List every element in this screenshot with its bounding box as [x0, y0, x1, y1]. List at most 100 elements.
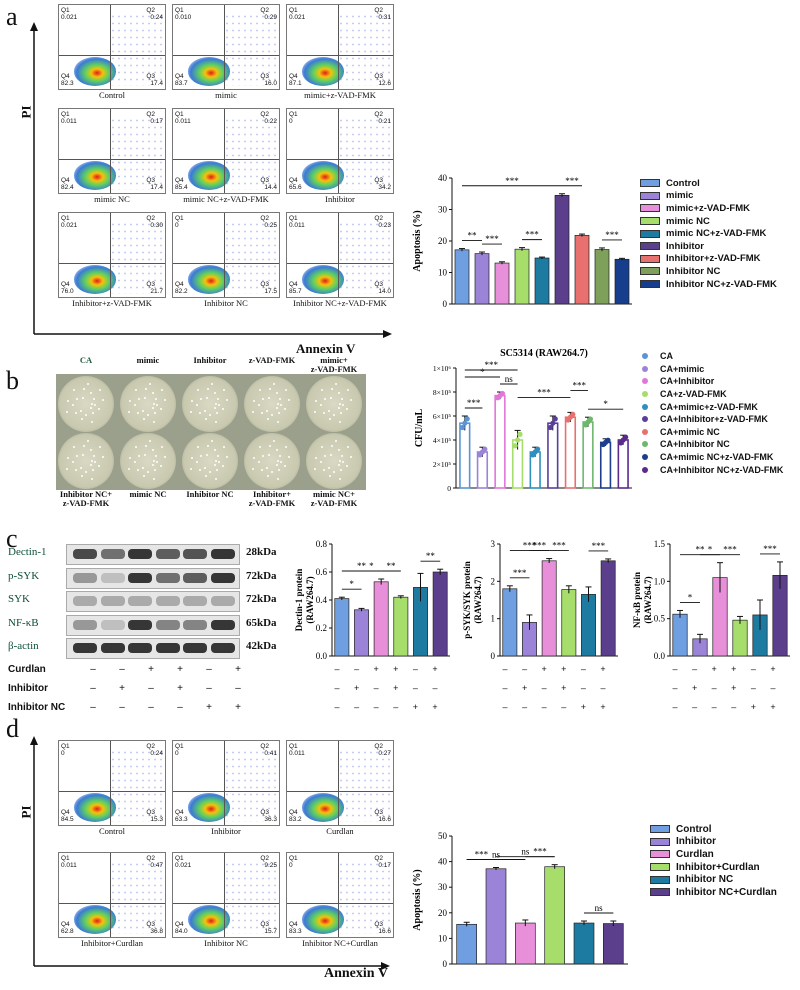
- colony: [272, 383, 275, 386]
- significance-label: *: [708, 545, 713, 555]
- colony: [93, 404, 96, 407]
- quadrant-q4-label: Q4: [61, 809, 70, 816]
- colony: [197, 389, 200, 392]
- blot-band: [100, 619, 125, 630]
- legend-swatch: [640, 254, 660, 263]
- chart-condition-sign: –: [711, 702, 717, 712]
- blot-protein-name: SYK: [8, 593, 31, 605]
- legend-label: CA+Inhibitor NC+z-VAD-FMK: [660, 464, 784, 475]
- quadrant-q1-value: 0.011: [289, 750, 305, 757]
- bar: [573, 922, 595, 965]
- flow-gate-horizontal: [287, 791, 393, 793]
- y-tick-label: 4×10⁵: [433, 436, 451, 445]
- quadrant-q1-label: Q1: [61, 215, 70, 222]
- y-tick-label: 0: [447, 484, 451, 493]
- flow-plot-caption: Inhibitor+z-VAD-FMK: [72, 298, 152, 308]
- culture-plate: [182, 433, 238, 489]
- significance-label: ***: [505, 176, 519, 186]
- y-tick-label: 0.0: [316, 651, 328, 661]
- condition-name: Curdlan: [8, 664, 46, 675]
- colony: [266, 418, 269, 421]
- colony: [151, 406, 154, 409]
- colony: [346, 464, 349, 467]
- colony: [191, 399, 194, 402]
- colony: [266, 409, 269, 412]
- colony: [143, 453, 146, 456]
- quadrant-q2-value: 0.17: [378, 862, 391, 869]
- quadrant-q3-value: 17.5: [264, 288, 277, 295]
- quadrant-q2-value: 0.30: [150, 222, 163, 229]
- bar: [515, 922, 536, 965]
- quadrant-q2-value: 9.25: [264, 862, 277, 869]
- colony: [225, 456, 228, 459]
- legend-swatch: [642, 365, 648, 372]
- colony: [208, 470, 211, 473]
- blot-kda-label: 28kDa: [246, 546, 277, 558]
- quadrant-q1-label: Q1: [175, 7, 184, 14]
- colony: [200, 398, 203, 400]
- data-point: [550, 420, 556, 426]
- colony: [262, 455, 265, 457]
- colony: [72, 460, 74, 463]
- flow-gate-vertical: [109, 109, 111, 193]
- colony: [138, 398, 141, 400]
- colony: [259, 389, 262, 392]
- condition-sign: –: [177, 702, 183, 713]
- quadrant-q2-label: Q2: [260, 111, 269, 118]
- colony: [223, 388, 226, 391]
- bar: [476, 451, 489, 489]
- colony: [315, 399, 318, 402]
- legend-item: Inhibitor+z-VAD-FMK: [640, 253, 777, 266]
- colony: [90, 392, 93, 395]
- condition-name: Inhibitor: [8, 683, 48, 694]
- significance-label: ***: [533, 847, 547, 857]
- colony: [90, 449, 93, 452]
- y-axis-label: Dectin-1 protein(RAW264.7): [294, 569, 315, 632]
- legend-label: CA+Inhibitor+z-VAD-FMK: [660, 414, 768, 425]
- quadrant-q1-label: Q1: [175, 855, 184, 862]
- quadrant-q4-value: 83.7: [175, 80, 188, 87]
- colony: [83, 445, 86, 448]
- bar: [454, 249, 470, 305]
- condition-sign: +: [206, 702, 212, 713]
- colony: [142, 466, 145, 469]
- blot-strip: [66, 567, 240, 589]
- colony: [313, 411, 316, 414]
- condition-name: Inhibitor NC: [8, 702, 66, 713]
- flow-gate-vertical: [337, 741, 339, 825]
- flow-scatter: [109, 13, 163, 86]
- colony: [320, 460, 322, 463]
- colony: [214, 478, 217, 481]
- quadrant-q4-label: Q4: [289, 809, 298, 816]
- colony: [91, 468, 94, 471]
- significance-label: ***: [523, 541, 537, 551]
- flow-density-cloud: [187, 905, 231, 934]
- significance-label: ***: [572, 380, 586, 390]
- y-axis-label: Apoptosis (%): [412, 869, 423, 930]
- quadrant-q1-value: 0.011: [61, 862, 77, 869]
- chart-condition-sign: –: [750, 683, 756, 693]
- quadrant-q1-value: 0.021: [61, 222, 78, 229]
- colony: [90, 421, 93, 424]
- chart-condition-sign: –: [672, 702, 678, 712]
- legend-item: Inhibitor: [640, 240, 777, 253]
- colony: [73, 389, 76, 392]
- legend-item: Control: [640, 177, 777, 190]
- bar: [600, 560, 616, 657]
- quadrant-q4-label: Q4: [61, 281, 70, 288]
- legend-label: CA+mimic: [660, 363, 705, 374]
- y-tick-label: 40: [438, 173, 448, 183]
- colony: [160, 464, 163, 467]
- colony: [80, 466, 83, 469]
- flow-gate-horizontal: [173, 791, 279, 793]
- condition-sign: +: [235, 702, 241, 713]
- y-tick-label: 3: [491, 539, 496, 549]
- colony: [277, 468, 280, 471]
- bar: [544, 866, 565, 965]
- legend-swatch: [640, 229, 660, 238]
- chart-condition-sign: –: [711, 683, 717, 693]
- bar: [474, 253, 490, 305]
- legend-item: mimic NC: [640, 215, 777, 228]
- colony: [216, 398, 219, 401]
- plate-caption: mimic: [136, 355, 160, 365]
